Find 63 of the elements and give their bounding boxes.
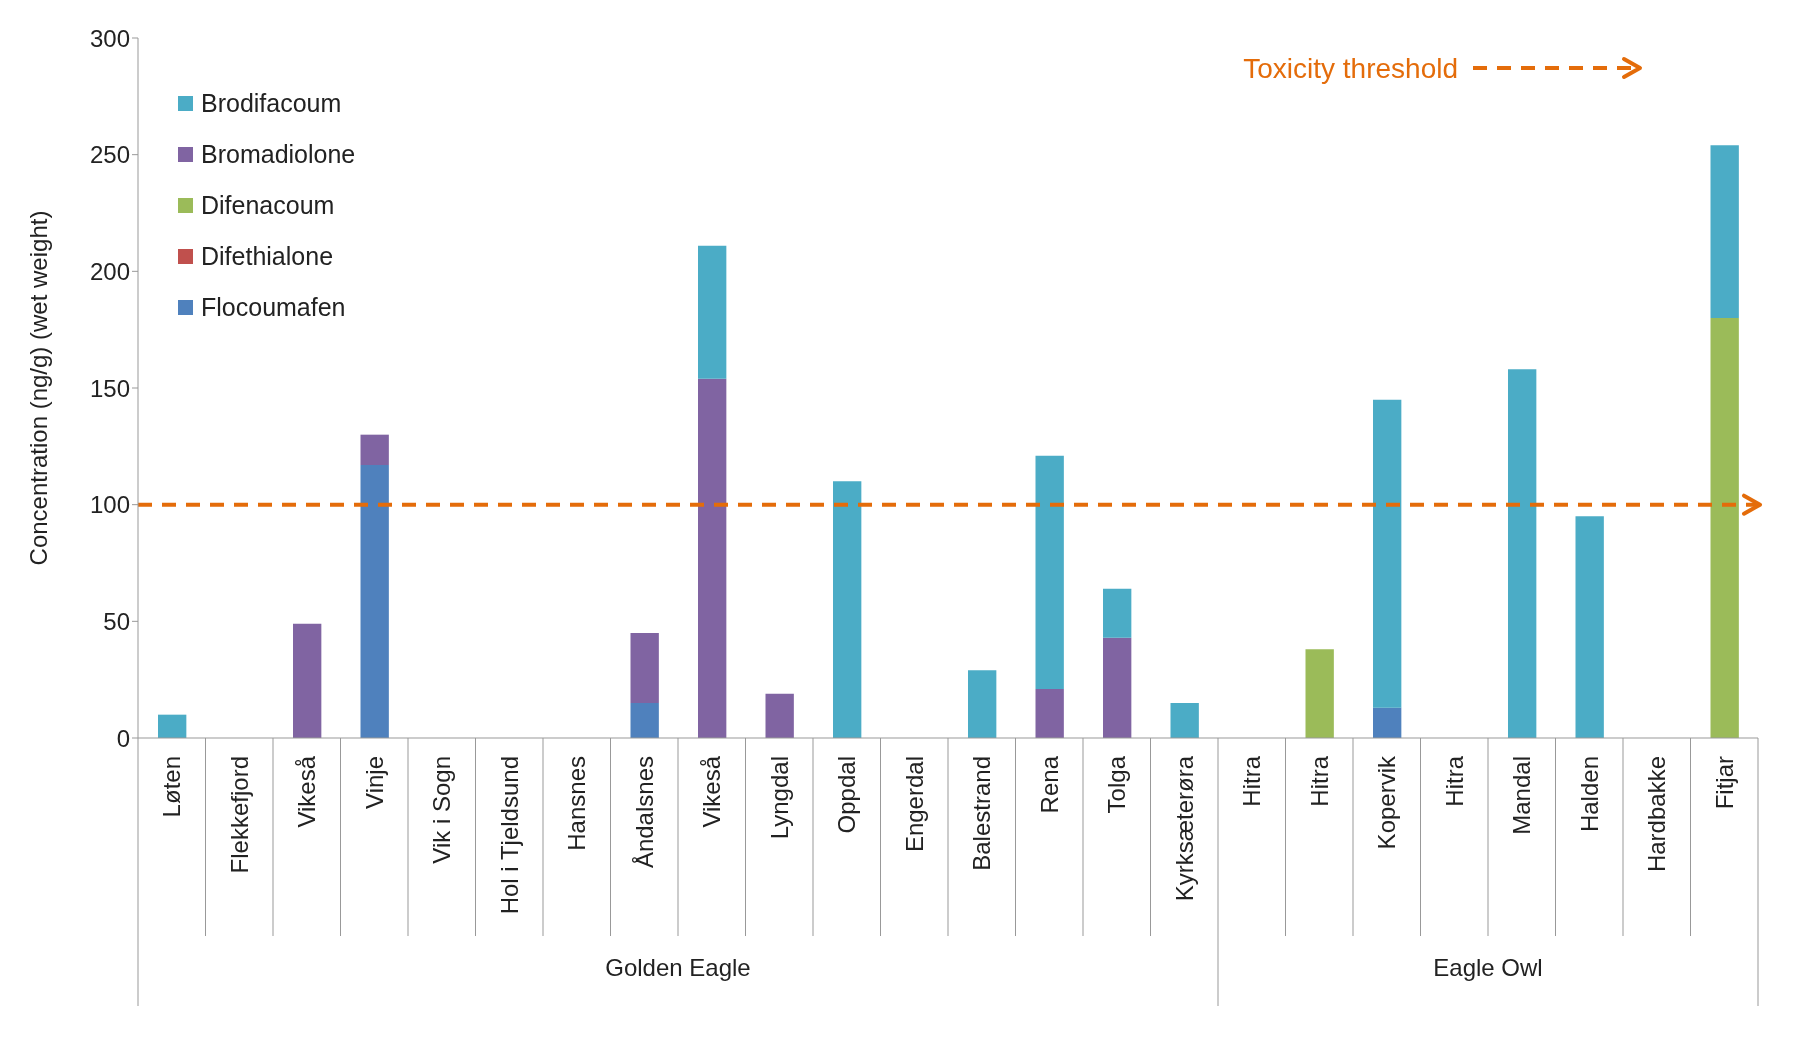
text: Golden Eagle [605,954,751,981]
y-tick-label: 0 [116,724,130,752]
bar [1305,649,1334,738]
x-tick-label: Kopervik [1373,755,1401,850]
bar [1373,399,1402,708]
bar [765,693,794,738]
legend-label: Brodifacoum [200,88,343,119]
y-tick-label: 250 [89,141,130,169]
x-tick-label: Hol i Tjeldsund [495,756,523,915]
x-tick-label: Mandal [1508,756,1536,835]
y-tick-label: 200 [89,257,130,285]
x-tick-label: Fitjar [1710,756,1738,810]
bar [698,245,727,379]
bar [158,714,187,738]
x-tick-label: Oppdal [833,756,861,834]
legend-label: Bromadiolone [200,139,356,170]
x-tick-label: Tolga [1103,755,1131,814]
x-tick-label: Balestrand [968,756,996,871]
x-tick-label: Vik i Sogn [428,756,456,864]
x-tick-label: Flekkefjord [225,756,253,874]
x-tick-label: Vikeså [293,755,321,828]
legend-label: Difenacoum [200,190,336,221]
bar [1710,145,1739,318]
bar [360,465,389,738]
y-axis-title: Concentration (ng/g) (wet weight) [24,210,52,566]
bar [1035,455,1064,689]
y-tick-label: 300 [89,24,130,52]
x-tick-label: Lyngdal [765,756,793,840]
x-tick-label: Hitra [1238,755,1266,807]
bar [1710,318,1739,738]
x-tick-label: Åndalsnes [630,756,658,869]
bar [1373,707,1402,738]
x-tick-label: Hitra [1305,755,1333,807]
ref-line-label: Toxicity threshold [1243,52,1458,84]
bar [293,623,322,738]
x-tick-label: Kyrksæterøra [1170,755,1198,902]
bar [630,633,659,703]
bar [630,703,659,738]
y-tick-label: 150 [89,374,130,402]
legend-label: Difethialone [200,241,335,272]
bar [1103,637,1132,738]
bar [833,481,862,738]
y-tick-label: 100 [89,491,130,519]
x-tick-label: Engerdal [900,756,928,853]
bar [698,378,727,738]
bar [1508,369,1537,738]
bar [1575,516,1604,738]
x-tick-label: Rena [1035,755,1063,814]
bar [1170,703,1199,738]
x-tick-label: Hitra [1440,755,1468,807]
bar [360,434,389,465]
x-tick-label: Løten [158,756,186,818]
bar [968,670,997,738]
bar [1103,588,1132,638]
x-tick-label: Hardbakke [1643,756,1671,873]
x-tick-label: Vinje [360,756,388,809]
legend-label: Flocoumafen [200,292,347,323]
y-tick-label: 50 [103,607,130,635]
bar [1035,689,1064,738]
x-tick-label: Hansnes [563,756,591,851]
text: Eagle Owl [1433,954,1543,981]
x-tick-label: Vikeså [698,755,726,828]
x-tick-label: Halden [1575,756,1603,833]
